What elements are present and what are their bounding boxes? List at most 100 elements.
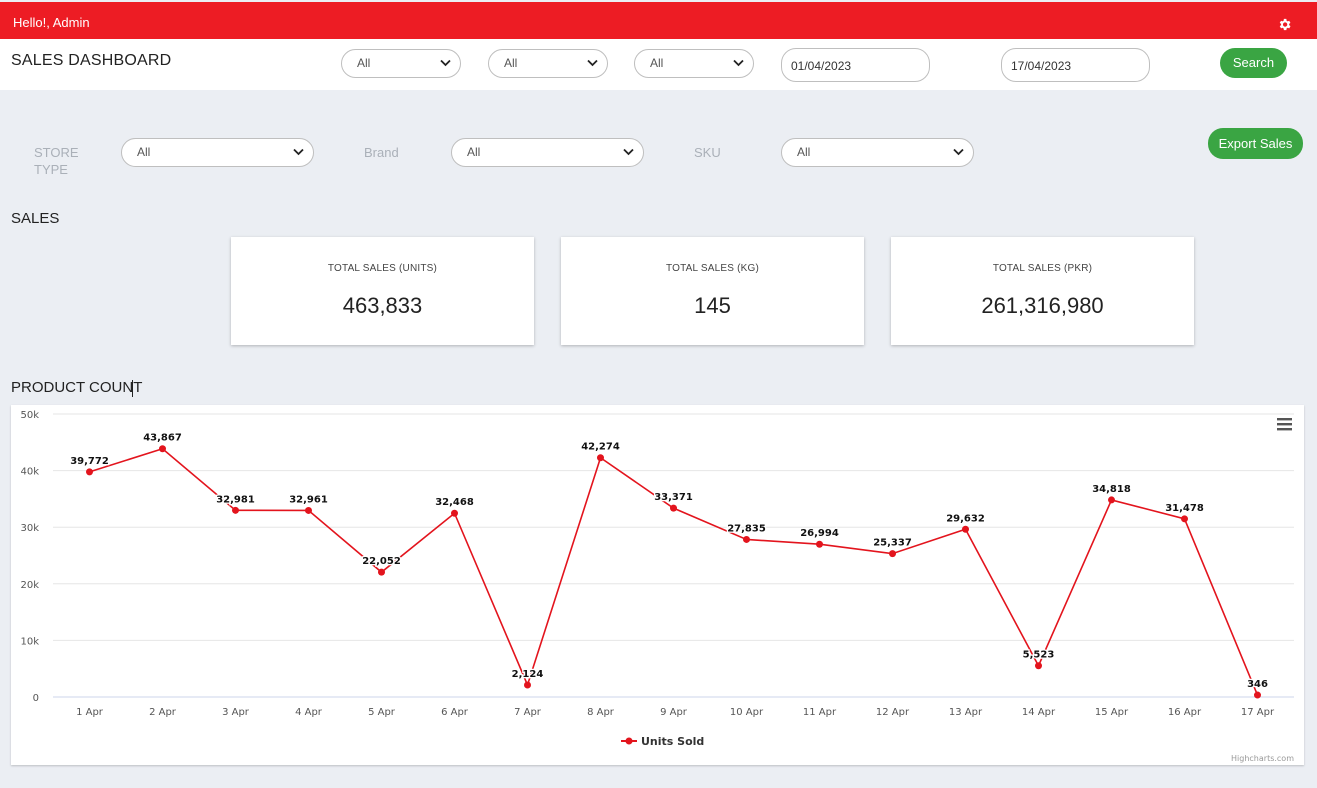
hamburger-bar	[1277, 423, 1292, 426]
data-point	[378, 568, 385, 576]
x-tick-label: 7 Apr	[514, 707, 542, 718]
legend-label-units-sold: Units Sold	[641, 735, 704, 748]
hamburger-menu-icon[interactable]	[1277, 418, 1292, 431]
export-sales-button[interactable]: Export Sales	[1208, 128, 1303, 159]
greeting: Hello!, Admin	[13, 15, 90, 30]
store-type-select[interactable]: All	[121, 138, 314, 167]
date-from-input[interactable]: 01/04/2023	[781, 48, 930, 82]
data-label: 29,632	[946, 513, 985, 524]
hamburger-bar	[1277, 418, 1292, 421]
search-button[interactable]: Search	[1220, 48, 1287, 78]
chevron-down-icon	[587, 59, 598, 67]
product-count-section-title: PRODUCT COUNT	[11, 379, 143, 396]
y-tick-label: 30k	[20, 523, 39, 534]
data-label: 43,867	[143, 433, 182, 444]
legend-marker	[625, 737, 633, 745]
product-count-chart: 0 10k 20k 30k 40k 50k 1 Apr 2 Apr 3 Apr 4 Apr 5 Ap…	[11, 405, 1304, 765]
header-filter-2-value: All	[504, 56, 518, 70]
data-label: 34,818	[1092, 484, 1131, 495]
sku-value: All	[797, 145, 811, 159]
data-label: 32,468	[435, 497, 474, 508]
data-point	[816, 540, 823, 548]
header-filter-1[interactable]: All	[341, 49, 461, 78]
data-label: 39,772	[70, 456, 109, 467]
total-pkr-card: TOTAL SALES (PKR) 261,316,980	[891, 237, 1194, 345]
x-tick-label: 3 Apr	[222, 707, 250, 718]
data-point	[305, 506, 312, 514]
data-label: 2,124	[512, 669, 544, 680]
y-tick-label: 20k	[20, 580, 39, 591]
data-point	[86, 468, 93, 476]
data-point	[670, 504, 677, 512]
x-tick-label: 11 Apr	[803, 707, 837, 718]
data-label: 42,274	[581, 442, 620, 453]
chevron-down-icon	[293, 148, 304, 156]
x-tick-label: 5 Apr	[368, 707, 396, 718]
y-tick-label: 50k	[20, 410, 39, 421]
total-units-card: TOTAL SALES (UNITS) 463,833	[231, 237, 534, 345]
gear-icon[interactable]	[1277, 17, 1292, 32]
x-tick-label: 16 Apr	[1168, 707, 1202, 718]
data-point	[597, 454, 604, 462]
data-point	[451, 509, 458, 517]
header-filter-3-value: All	[650, 56, 664, 70]
data-point	[1108, 496, 1115, 504]
y-tick-label: 40k	[20, 467, 39, 478]
data-point	[743, 535, 750, 543]
card-value: 463,833	[342, 293, 423, 318]
line-chart: 0 10k 20k 30k 40k 50k 1 Apr 2 Apr 3 Apr 4 Apr 5 Ap…	[20, 410, 1294, 763]
card-title: TOTAL SALES (KG)	[665, 263, 760, 274]
data-point	[889, 550, 896, 558]
data-label: 32,961	[289, 494, 328, 505]
card-title: TOTAL SALES (PKR)	[992, 263, 1093, 274]
data-point	[962, 525, 969, 533]
y-tick-label: 0	[33, 693, 39, 704]
card-title: TOTAL SALES (UNITS)	[327, 263, 438, 274]
y-tick-label: 10k	[20, 636, 39, 647]
data-label: 346	[1247, 679, 1268, 690]
x-tick-label: 8 Apr	[587, 707, 615, 718]
series-line-units-sold	[89, 447, 1259, 696]
data-point	[1181, 515, 1188, 523]
chevron-down-icon	[953, 148, 964, 156]
top-bar: Hello!, Admin	[0, 2, 1317, 39]
x-tick-label: 15 Apr	[1095, 707, 1129, 718]
data-label: 27,835	[727, 523, 766, 534]
brand-select[interactable]: All	[451, 138, 644, 167]
sales-section-title: SALES	[11, 210, 60, 227]
sku-select[interactable]: All	[781, 138, 974, 167]
brand-value: All	[467, 145, 481, 159]
data-label: 22,052	[362, 556, 401, 567]
data-point	[232, 506, 239, 514]
text-cursor	[132, 380, 133, 397]
chevron-down-icon	[733, 59, 744, 67]
data-point	[524, 681, 531, 689]
header-filter-1-value: All	[357, 56, 371, 70]
chevron-down-icon	[440, 59, 451, 67]
brand-label: Brand	[364, 145, 399, 160]
data-label: 5,523	[1023, 650, 1055, 661]
data-point	[159, 445, 166, 453]
data-point	[1035, 662, 1042, 670]
store-type-label: STORE TYPE	[34, 145, 79, 177]
data-label: 25,337	[873, 538, 912, 549]
x-tick-label: 4 Apr	[295, 707, 323, 718]
x-tick-label: 1 Apr	[76, 707, 104, 718]
data-label: 31,478	[1165, 503, 1204, 514]
sku-label: SKU	[694, 145, 721, 160]
x-tick-label: 13 Apr	[949, 707, 983, 718]
header-filter-3[interactable]: All	[634, 49, 754, 78]
x-tick-label: 10 Apr	[730, 707, 764, 718]
x-tick-label: 9 Apr	[660, 707, 688, 718]
header-filter-2[interactable]: All	[488, 49, 608, 78]
x-tick-label: 2 Apr	[149, 707, 177, 718]
total-kg-card: TOTAL SALES (KG) 145	[561, 237, 864, 345]
card-value: 145	[694, 293, 731, 318]
hamburger-bar	[1277, 428, 1292, 431]
chevron-down-icon	[623, 148, 634, 156]
data-label: 32,981	[216, 494, 255, 505]
chart-credits: Highcharts.com	[1231, 754, 1294, 763]
date-to-input[interactable]: 17/04/2023	[1001, 48, 1150, 82]
data-point	[1254, 691, 1261, 699]
x-tick-label: 14 Apr	[1022, 707, 1056, 718]
